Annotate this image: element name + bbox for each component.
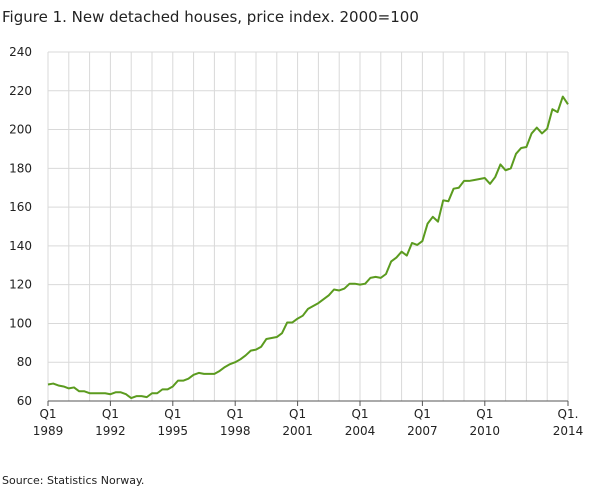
y-tick-label: 80 — [17, 355, 32, 369]
x-tick-label: Q1 1992 — [95, 407, 126, 438]
x-tick-label: Q1. 2014 — [553, 407, 584, 438]
x-tick-label: Q1 2004 — [345, 407, 376, 438]
y-tick-label: 60 — [17, 394, 32, 408]
y-tick-label: 140 — [9, 239, 32, 253]
y-tick-label: 100 — [9, 316, 32, 330]
y-tick-label: 200 — [9, 123, 32, 137]
x-tick-label: Q1 2001 — [282, 407, 313, 438]
data-line — [47, 95, 569, 400]
y-tick-label: 220 — [9, 84, 32, 98]
y-tick-label: 180 — [9, 161, 32, 175]
x-tick-label: Q1 2010 — [470, 407, 501, 438]
x-tick-label: Q1 2007 — [407, 407, 438, 438]
x-tick-label: Q1 1989 — [33, 407, 64, 438]
y-tick-label: 160 — [9, 200, 32, 214]
x-tick-label: Q1 1998 — [220, 407, 251, 438]
x-tick-label: Q1 1995 — [158, 407, 189, 438]
y-tick-label: 240 — [9, 45, 32, 59]
source: Source: Statistics Norway. — [2, 474, 144, 487]
y-tick-label: 120 — [9, 278, 32, 292]
chart-title: Figure 1. New detached houses, price ind… — [2, 8, 419, 26]
